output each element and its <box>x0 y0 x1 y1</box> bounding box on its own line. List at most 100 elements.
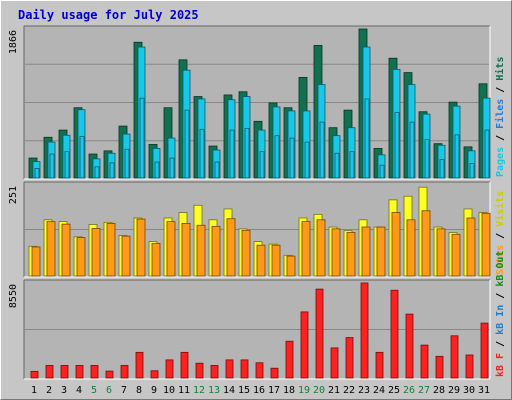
bar-middle-sites <box>376 226 386 277</box>
x-tick-label: 14 <box>223 385 235 396</box>
bar-bottom-kb-f <box>75 365 84 379</box>
bar-middle-sites <box>31 246 41 277</box>
bar-top-pages <box>289 137 295 179</box>
x-tick-label: 2 <box>46 385 52 396</box>
bar-bottom-kb-f <box>120 365 129 379</box>
bar-middle-sites <box>451 233 461 277</box>
bar-top-pages <box>124 148 130 179</box>
legend-entry: kB In <box>495 305 506 341</box>
bar-bottom-kb-f <box>480 322 489 379</box>
bar-top-pages <box>64 151 70 179</box>
legend-entry: kB F <box>495 353 506 377</box>
bar-middle-sites <box>181 223 191 277</box>
legend-entry: / <box>495 341 506 353</box>
x-tick-label: 17 <box>268 385 280 396</box>
bar-middle-sites <box>361 226 371 277</box>
bar-top-pages <box>229 129 235 179</box>
x-tick-label: 22 <box>343 385 355 396</box>
bar-middle-sites <box>391 212 401 277</box>
x-tick-label: 10 <box>163 385 175 396</box>
x-tick-label: 3 <box>61 385 67 396</box>
bar-middle-sites <box>196 224 206 277</box>
bar-top-pages <box>274 135 280 179</box>
x-tick-label: 29 <box>448 385 460 396</box>
bar-top-pages <box>259 151 265 179</box>
bar-middle-sites <box>481 212 491 277</box>
legend-entry: Hits <box>494 57 506 87</box>
bar-bottom-kb-f <box>105 370 114 379</box>
x-tick-label: 12 <box>193 385 205 396</box>
bar-bottom-kb-f <box>405 313 414 379</box>
bar-middle-sites <box>106 223 116 277</box>
x-tick-label: 13 <box>208 385 220 396</box>
bar-middle-sites <box>151 242 161 277</box>
bar-middle-sites <box>166 221 176 277</box>
x-tick-label: 25 <box>388 385 400 396</box>
bar-bottom-kb-f <box>180 351 189 379</box>
x-tick-label: 28 <box>433 385 445 396</box>
bar-bottom-kb-f <box>285 340 294 379</box>
bar-middle-sites <box>61 223 71 277</box>
y-max-label-middle: 251 <box>8 186 19 204</box>
bar-top-pages <box>109 162 115 179</box>
bar-top-pages <box>454 134 460 179</box>
legend-entry: Sites <box>494 245 506 275</box>
x-tick-label: 31 <box>478 385 490 396</box>
bar-bottom-kb-f <box>150 370 159 379</box>
bar-bottom-kb-f <box>210 365 219 379</box>
bar-top-pages <box>364 98 370 179</box>
bar-top-pages <box>424 139 430 179</box>
bar-top-pages <box>379 164 385 179</box>
bar-bottom-kb-f <box>390 289 399 379</box>
bar-middle-sites <box>256 244 266 277</box>
bar-top-pages <box>319 121 325 179</box>
bar-top-pages <box>469 163 475 179</box>
bar-bottom-kb-f <box>315 288 324 379</box>
bar-middle-sites <box>46 221 56 277</box>
x-tick-label: 4 <box>76 385 82 396</box>
bar-bottom-kb-f <box>195 362 204 379</box>
x-tick-label: 11 <box>178 385 190 396</box>
bar-middle-sites <box>211 225 221 277</box>
x-tick-label: 15 <box>238 385 250 396</box>
bar-bottom-kb-f <box>420 344 429 379</box>
legend-entry: / <box>495 135 506 147</box>
bar-bottom-kb-f <box>90 365 99 379</box>
x-tick-label: 27 <box>418 385 430 396</box>
bar-top-pages <box>49 153 55 179</box>
bar-bottom-kb-f <box>300 311 309 379</box>
legend-bottom: kB F / kB In / kB Out <box>495 251 506 377</box>
legend-entry: / <box>495 87 506 99</box>
x-tick-label: 16 <box>253 385 265 396</box>
bar-top-pages <box>334 152 340 179</box>
bar-bottom-kb-f <box>345 337 354 379</box>
x-tick-label: 7 <box>121 385 127 396</box>
bar-bottom-kb-f <box>450 335 459 379</box>
bar-top-pages <box>349 151 355 179</box>
legend-entry: kB Out <box>495 251 506 293</box>
bar-top-pages <box>484 129 490 179</box>
y-max-label-top: 1866 <box>8 30 19 54</box>
x-tick-label: 30 <box>463 385 475 396</box>
x-tick-label: 20 <box>313 385 325 396</box>
x-tick-label: 1 <box>31 385 37 396</box>
bar-bottom-kb-f <box>270 367 279 379</box>
bar-middle-sites <box>436 228 446 277</box>
x-tick-label: 23 <box>358 385 370 396</box>
legend-entry: Pages <box>495 147 506 177</box>
x-tick-label: 8 <box>136 385 142 396</box>
bar-middle-sites <box>346 232 356 277</box>
bar-middle-sites <box>406 219 416 277</box>
bar-bottom-kb-f <box>30 370 39 379</box>
legend-entry: Visits <box>494 191 506 233</box>
bar-top-pages <box>199 128 205 179</box>
legend-entry: Files <box>494 99 506 135</box>
x-tick-label: 9 <box>151 385 157 396</box>
x-tick-label: 6 <box>106 385 112 396</box>
bar-middle-sites <box>421 210 431 277</box>
bar-top-pages <box>79 136 85 179</box>
bar-bottom-kb-f <box>330 347 339 379</box>
bar-middle-sites <box>226 218 236 277</box>
bar-top-pages <box>94 166 100 179</box>
